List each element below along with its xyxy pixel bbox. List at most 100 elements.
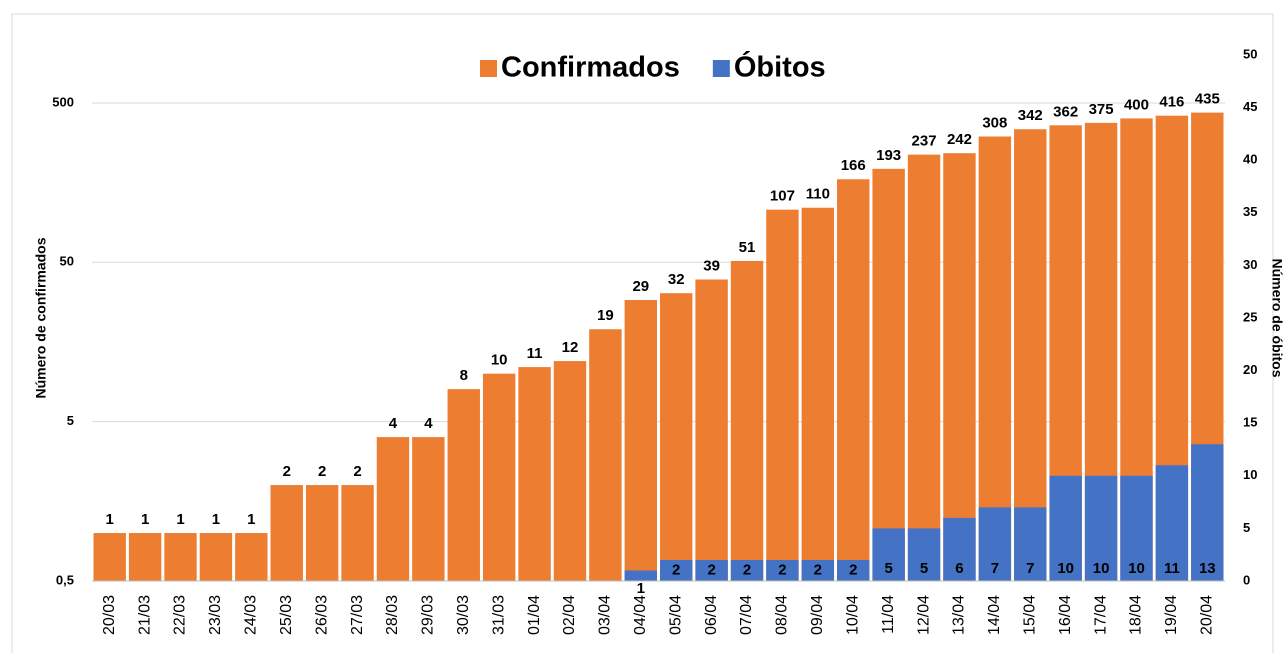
- data-label: 1: [141, 511, 149, 528]
- data-label: 5: [884, 560, 892, 577]
- x-tick-label: 24/03: [243, 595, 260, 635]
- data-label: 4: [389, 415, 398, 432]
- x-tick-label: 10/04: [844, 595, 861, 635]
- bar: [766, 559, 799, 581]
- x-tick-label: 20/04: [1199, 595, 1216, 635]
- data-label: 242: [947, 131, 972, 148]
- x-tick-label: 06/04: [703, 595, 720, 635]
- bar: [978, 136, 1012, 582]
- data-label: 237: [912, 133, 937, 150]
- bar: [943, 153, 976, 581]
- data-label: 2: [318, 463, 326, 480]
- bar: [730, 559, 764, 581]
- bar: [447, 389, 480, 581]
- y-tick-label: 5: [67, 413, 74, 428]
- data-label: 13: [1199, 560, 1216, 577]
- data-label: 362: [1053, 103, 1078, 120]
- bar: [660, 293, 693, 581]
- data-label: 107: [770, 188, 795, 205]
- x-tick-label: 29/03: [420, 595, 437, 635]
- x-tick-label: 02/04: [561, 595, 578, 635]
- bar: [1049, 475, 1082, 581]
- bar: [482, 373, 516, 581]
- bar: [1084, 475, 1118, 581]
- x-tick-label: 09/04: [809, 595, 826, 635]
- x-tick-label: 19/04: [1163, 595, 1180, 635]
- y2-tick-label: 40: [1243, 152, 1257, 167]
- x-tick-label: 04/04: [632, 595, 649, 635]
- data-label: 8: [460, 367, 468, 384]
- data-label: 19: [597, 307, 614, 324]
- y2-tick-label: 5: [1243, 520, 1250, 535]
- bar: [907, 154, 941, 581]
- x-tick-label: 20/03: [101, 595, 118, 635]
- data-label: 416: [1159, 94, 1184, 111]
- y2-tick-label: 35: [1243, 204, 1257, 219]
- data-label: 4: [424, 415, 433, 432]
- y2-tick-label: 30: [1243, 257, 1257, 272]
- bar: [872, 528, 905, 581]
- data-label: 1: [247, 511, 255, 528]
- bar: [624, 570, 657, 581]
- x-tick-label: 15/04: [1021, 595, 1038, 635]
- bar: [199, 533, 233, 581]
- x-tick-label: 17/04: [1092, 595, 1109, 635]
- y2-tick-label: 0: [1243, 572, 1250, 587]
- bar: [695, 559, 728, 581]
- x-tick-label: 12/04: [915, 595, 932, 635]
- x-tick-label: 11/04: [880, 595, 897, 634]
- x-tick-label: 21/03: [136, 595, 153, 635]
- bar: [1014, 129, 1047, 581]
- bar: [872, 168, 905, 582]
- bar: [93, 533, 126, 581]
- data-label: 2: [814, 561, 822, 578]
- y2-tick-label: 10: [1243, 467, 1257, 482]
- data-label: 39: [703, 257, 720, 274]
- bar: [624, 300, 657, 581]
- x-tick-label: 14/04: [986, 595, 1003, 635]
- y2-tick-label: 50: [1243, 46, 1257, 61]
- data-label: 193: [876, 147, 901, 164]
- y2-tick-label: 25: [1243, 309, 1257, 324]
- x-tick-label: 30/03: [455, 595, 472, 635]
- bar: [518, 367, 551, 581]
- data-label: 1: [212, 511, 220, 528]
- data-label: 10: [1128, 560, 1145, 577]
- data-label: 2: [743, 561, 751, 578]
- bar: [907, 528, 941, 581]
- y2-tick-label: 15: [1243, 415, 1257, 430]
- bar: [412, 437, 445, 581]
- bar: [1120, 475, 1153, 581]
- x-tick-label: 26/03: [313, 595, 330, 635]
- x-tick-label: 28/03: [384, 595, 401, 635]
- bar: [128, 533, 162, 581]
- x-tick-label: 23/03: [207, 595, 224, 635]
- data-label: 1: [106, 511, 114, 528]
- bar: [660, 559, 693, 581]
- data-label: 2: [283, 463, 291, 480]
- data-label: 6: [955, 560, 963, 577]
- bar: [341, 485, 374, 581]
- x-tick-label: 08/04: [774, 595, 791, 635]
- data-label: 2: [707, 561, 715, 578]
- x-tick-label: 27/03: [349, 595, 366, 635]
- data-label: 342: [1018, 107, 1043, 124]
- data-label: 7: [1026, 560, 1034, 577]
- y2-tick-label: 45: [1243, 99, 1257, 114]
- bar: [270, 485, 303, 581]
- data-label: 2: [353, 463, 361, 480]
- data-label: 2: [778, 561, 786, 578]
- bar: [1155, 465, 1189, 581]
- bar: [1014, 507, 1047, 581]
- bar: [553, 361, 587, 581]
- bar: [837, 559, 870, 581]
- chart-border: [11, 13, 1274, 653]
- x-tick-label: 31/03: [490, 595, 507, 635]
- bar: [766, 209, 799, 582]
- bar: [801, 207, 835, 581]
- bar: [801, 559, 835, 581]
- x-tick-label: 22/03: [172, 595, 189, 635]
- data-label: 1: [176, 511, 184, 528]
- data-label: 308: [982, 114, 1007, 131]
- data-label: 166: [841, 157, 866, 174]
